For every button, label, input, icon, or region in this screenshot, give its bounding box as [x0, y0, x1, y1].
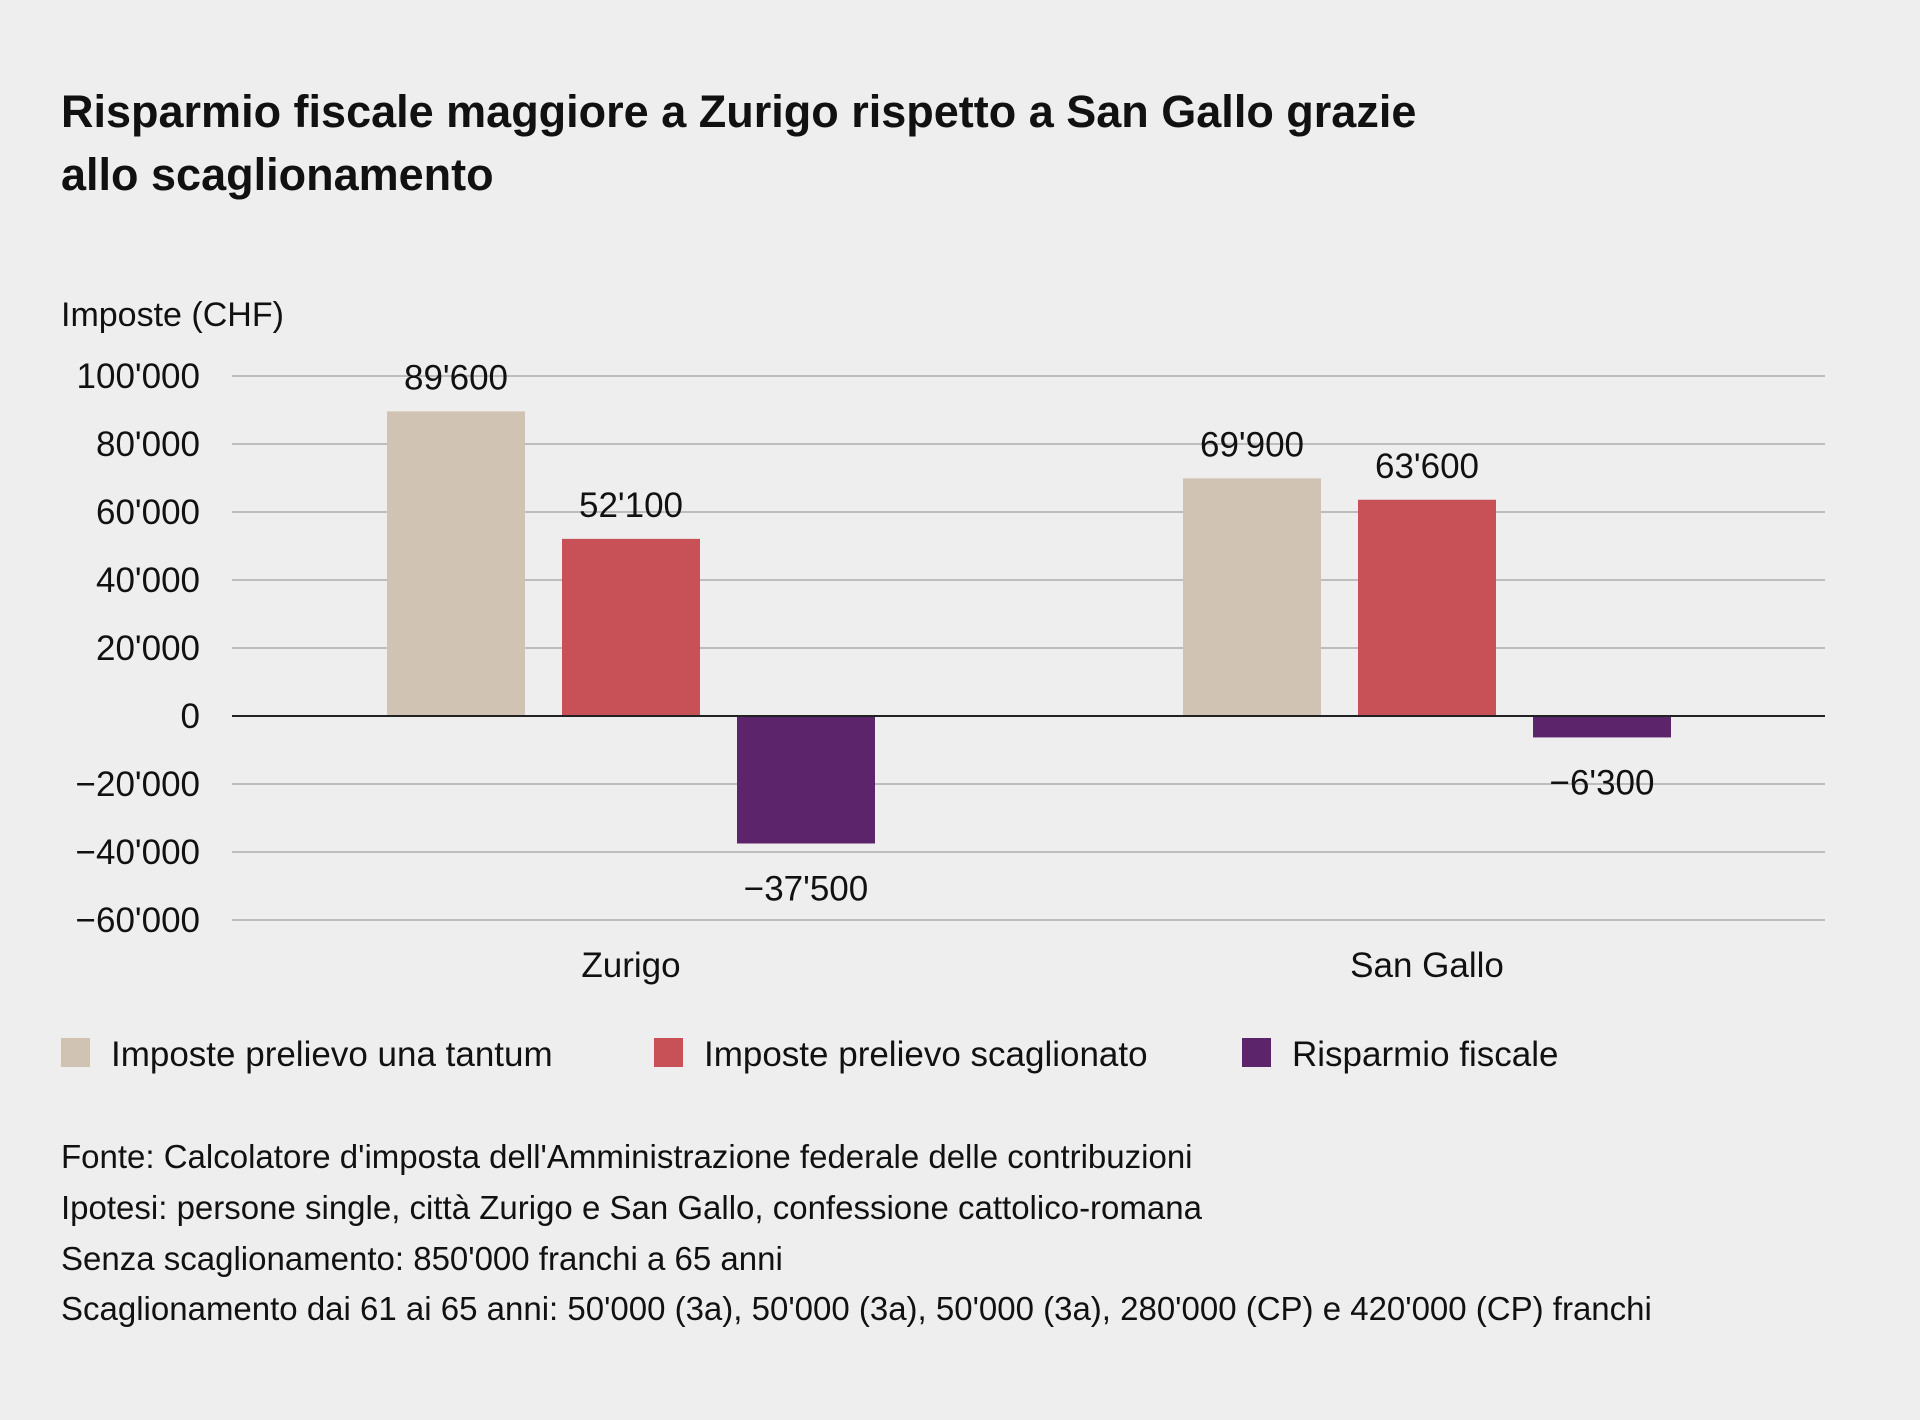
legend-swatch [1242, 1038, 1271, 1067]
y-tick-label: −60'000 [76, 901, 200, 940]
data-label: 89'600 [404, 358, 508, 397]
footnote-no-staggering: Senza scaglionamento: 850'000 franchi a … [61, 1240, 783, 1277]
y-tick-label: 100'000 [77, 357, 200, 396]
bar-zurigo-3 [737, 716, 875, 844]
legend: Imposte prelievo una tantum Imposte preli… [61, 1035, 1558, 1074]
footnotes: Fonte: Calcolatore d'imposta dell'Ammini… [61, 1138, 1652, 1327]
y-axis-label: Imposte (CHF) [61, 296, 284, 334]
chart-title-line-1: Risparmio fiscale maggiore a Zurigo risp… [61, 86, 1416, 137]
footnote-assumptions: Ipotesi: persone single, città Zurigo e … [61, 1189, 1203, 1226]
x-category-label: Zurigo [581, 946, 680, 985]
legend-label: Risparmio fiscale [1292, 1035, 1558, 1074]
y-tick-label: 40'000 [96, 561, 200, 600]
y-tick-label: 80'000 [96, 425, 200, 464]
data-label: 52'100 [579, 486, 683, 525]
footnote-source: Fonte: Calcolatore d'imposta dell'Ammini… [61, 1138, 1193, 1175]
data-label: −6'300 [1550, 763, 1655, 802]
data-label: 63'600 [1375, 447, 1479, 486]
bar-zurigo-2 [562, 538, 700, 716]
bar-san-gallo-1 [1183, 478, 1321, 716]
legend-swatch [654, 1038, 683, 1067]
y-tick-label: −20'000 [76, 765, 200, 804]
data-label: −37'500 [744, 870, 868, 909]
bar-san-gallo-3 [1533, 716, 1671, 738]
x-category-label: San Gallo [1350, 946, 1504, 985]
bar-zurigo-1 [387, 411, 525, 716]
category-labels: Zurigo San Gallo [581, 946, 1503, 985]
legend-swatch [61, 1038, 90, 1067]
y-tick-label: 60'000 [96, 493, 200, 532]
bars: 89'600 52'100 −37'500 69'900 63'600 −6'300 [387, 358, 1671, 909]
y-tick-label: 0 [181, 697, 200, 736]
y-axis-ticks: 100'000 80'000 60'000 40'000 20'000 0 −20'000 −… [76, 357, 200, 940]
y-tick-label: −40'000 [76, 833, 200, 872]
bar-san-gallo-2 [1358, 499, 1496, 716]
legend-label: Imposte prelievo scaglionato [704, 1035, 1148, 1074]
data-label: 69'900 [1200, 425, 1304, 464]
y-tick-label: 20'000 [96, 629, 200, 668]
chart-title-line-2: allo scaglionamento [61, 149, 494, 200]
footnote-staggering: Scaglionamento dai 61 ai 65 anni: 50'000… [61, 1290, 1652, 1327]
legend-label: Imposte prelievo una tantum [111, 1035, 553, 1074]
